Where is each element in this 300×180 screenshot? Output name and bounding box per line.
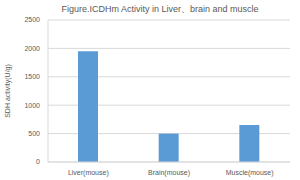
svg-text:Brain(mouse): Brain(mouse) [148,169,190,177]
svg-text:2000: 2000 [24,45,40,52]
svg-text:0: 0 [36,158,40,165]
svg-text:2500: 2500 [24,16,40,23]
html-text:Figure.ICDHm Activity in Liver: Figure.ICDHm Activity in Liver、brain and… [61,4,259,14]
svg-text:SDH activity(U/g): SDH activity(U/g) [8,64,12,118]
svg-text:1500: 1500 [24,73,40,80]
svg-text:500: 500 [28,130,40,137]
svg-text:Muscle(mouse): Muscle(mouse) [226,169,274,177]
svg-text:Liver(mouse): Liver(mouse) [68,169,109,177]
svg-text:1000: 1000 [24,102,40,109]
